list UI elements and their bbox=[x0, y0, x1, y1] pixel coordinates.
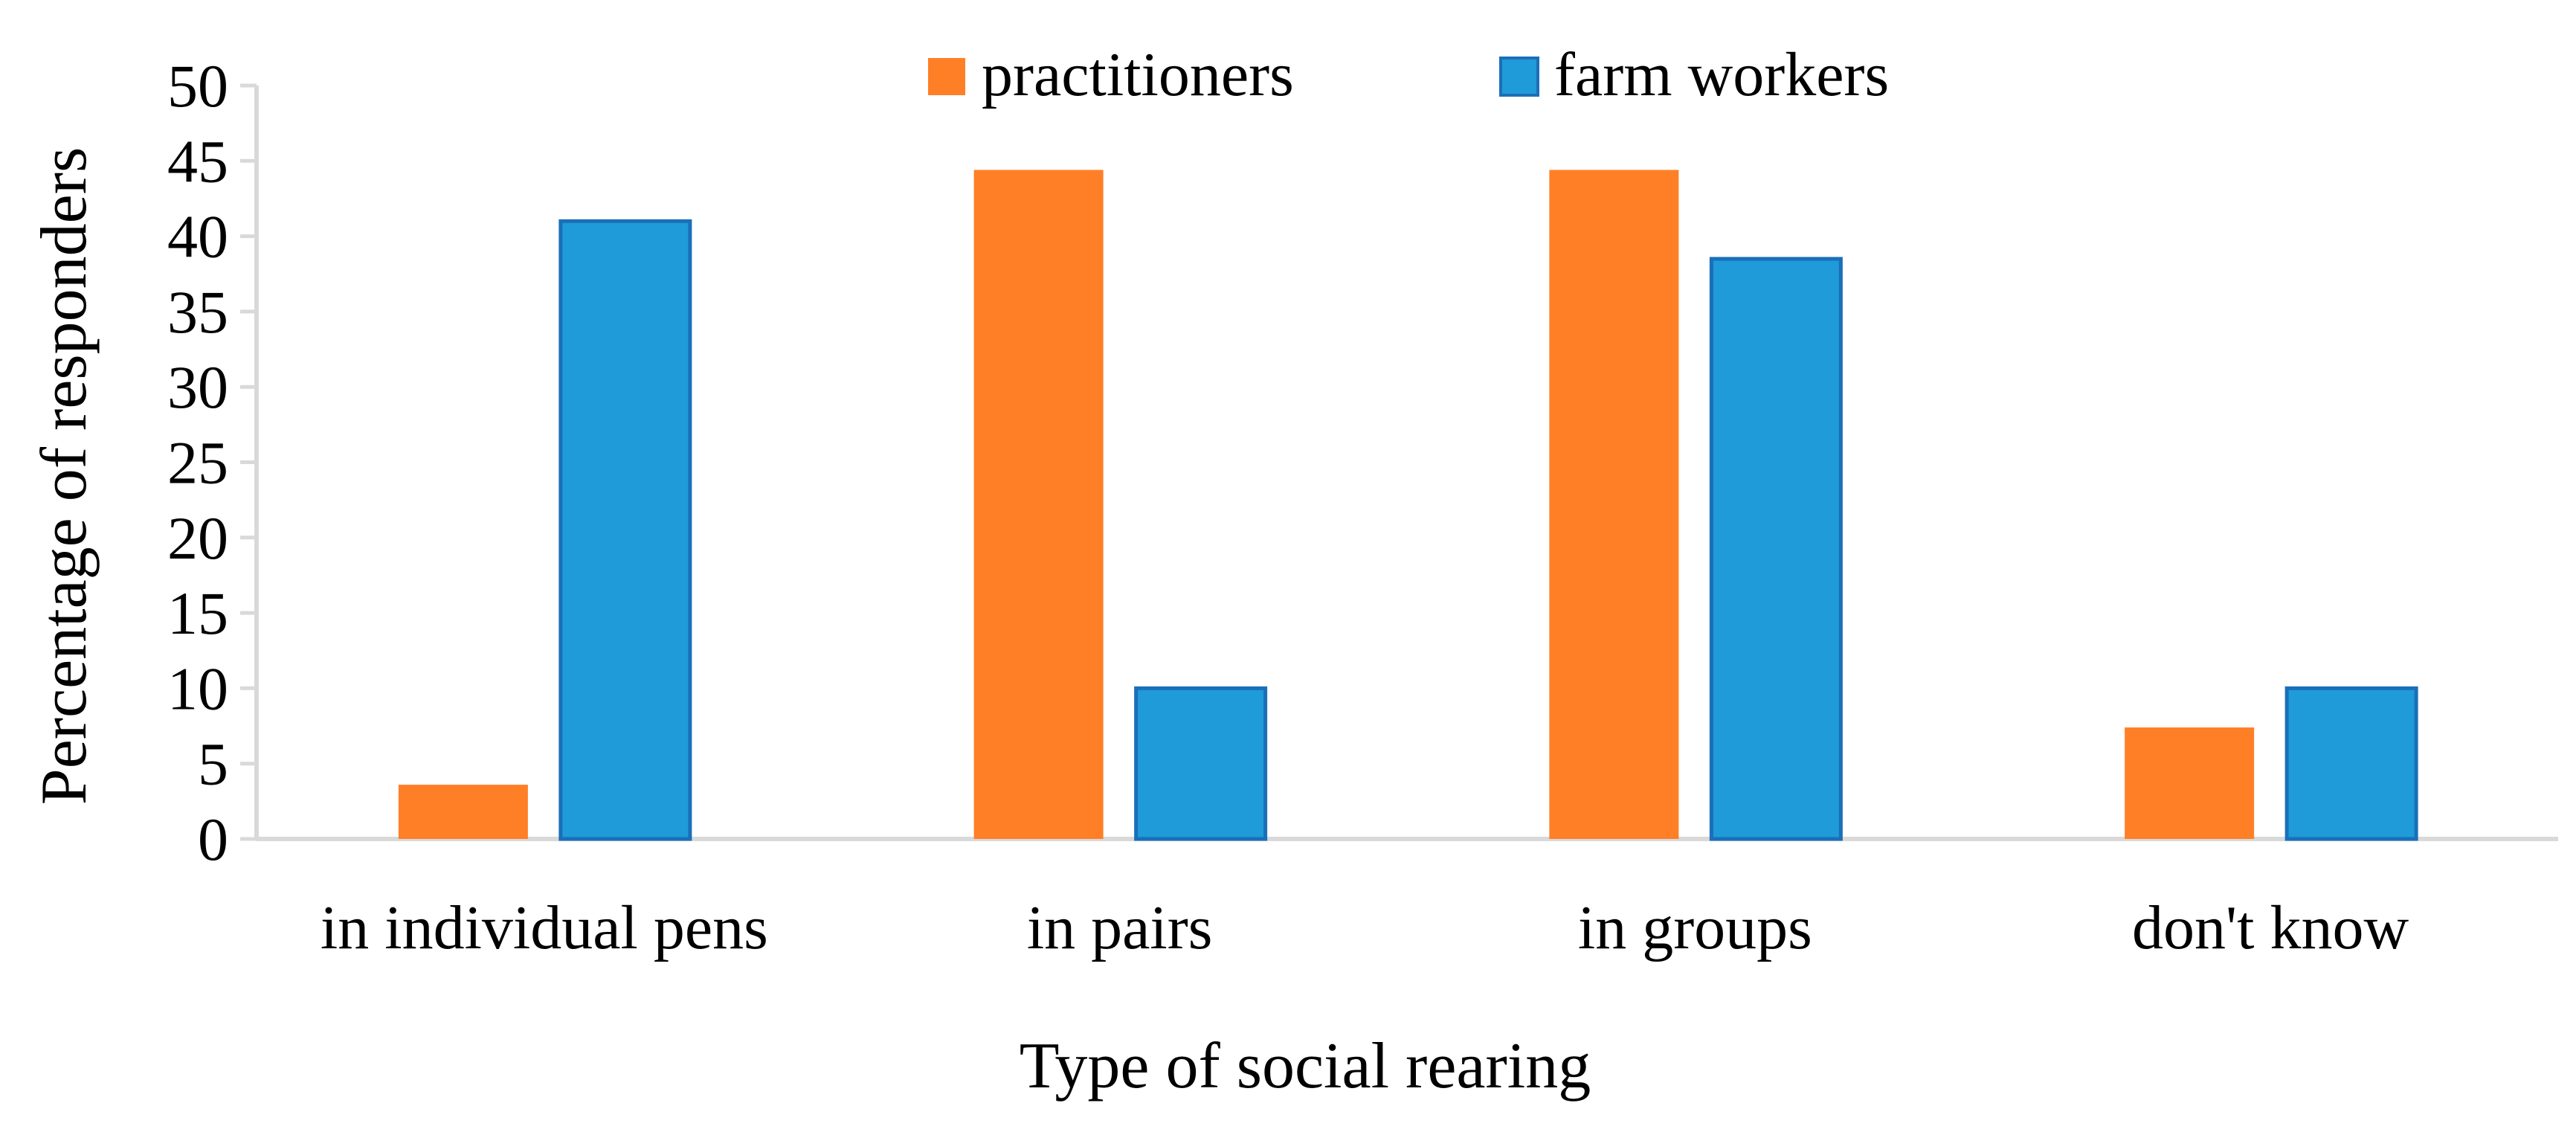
y-tick-label: 45 bbox=[167, 127, 228, 195]
y-tick-label: 50 bbox=[167, 52, 228, 120]
legend-label-farm-workers: farm workers bbox=[1554, 40, 1889, 109]
y-tick-label: 10 bbox=[167, 655, 228, 722]
y-tick-label: 30 bbox=[167, 353, 228, 421]
x-category-label: in pairs bbox=[1027, 893, 1213, 962]
bar-farm-workers-3 bbox=[2284, 686, 2418, 841]
legend-label-practitioners: practitioners bbox=[982, 40, 1294, 109]
y-tick-label: 20 bbox=[167, 504, 228, 572]
bar-farm-workers-2 bbox=[1709, 257, 1843, 841]
y-axis-title: Percentage of responders bbox=[28, 147, 100, 805]
y-tick-label: 15 bbox=[167, 579, 228, 647]
bar-practitioners-2 bbox=[1549, 170, 1679, 839]
category-labels: in individual pens in pairs in groups don't… bbox=[321, 893, 2409, 962]
x-axis-title: Type of social rearing bbox=[1020, 1030, 1591, 1102]
legend-swatch-farm-workers bbox=[1499, 57, 1539, 97]
legend-item-farm-workers: farm workers bbox=[1499, 40, 1889, 109]
legend-swatch-practitioners bbox=[928, 58, 965, 95]
bar-farm-workers-0 bbox=[558, 219, 692, 841]
y-ticks: 0 5 10 15 20 25 30 35 40 45 50 bbox=[167, 52, 257, 873]
y-tick-label: 35 bbox=[167, 278, 228, 346]
y-axis: 0 5 10 15 20 25 30 35 40 45 50 bbox=[167, 52, 259, 873]
legend: practitioners farm workers bbox=[928, 40, 1889, 109]
bar-farm-workers-1 bbox=[1134, 686, 1268, 841]
x-category-label: in groups bbox=[1578, 893, 1812, 962]
y-tick-label: 40 bbox=[167, 203, 228, 271]
y-tick-label: 25 bbox=[167, 429, 228, 497]
x-category-label: don't know bbox=[2132, 893, 2409, 962]
y-tick-label: 0 bbox=[198, 805, 228, 873]
bar-practitioners-3 bbox=[2125, 727, 2255, 839]
bar-practitioners-0 bbox=[398, 785, 528, 839]
bars bbox=[398, 170, 2418, 841]
legend-item-practitioners: practitioners bbox=[928, 40, 1294, 109]
y-tick-label: 5 bbox=[198, 730, 228, 798]
bar-practitioners-1 bbox=[973, 170, 1104, 839]
x-category-label: in individual pens bbox=[321, 893, 768, 962]
